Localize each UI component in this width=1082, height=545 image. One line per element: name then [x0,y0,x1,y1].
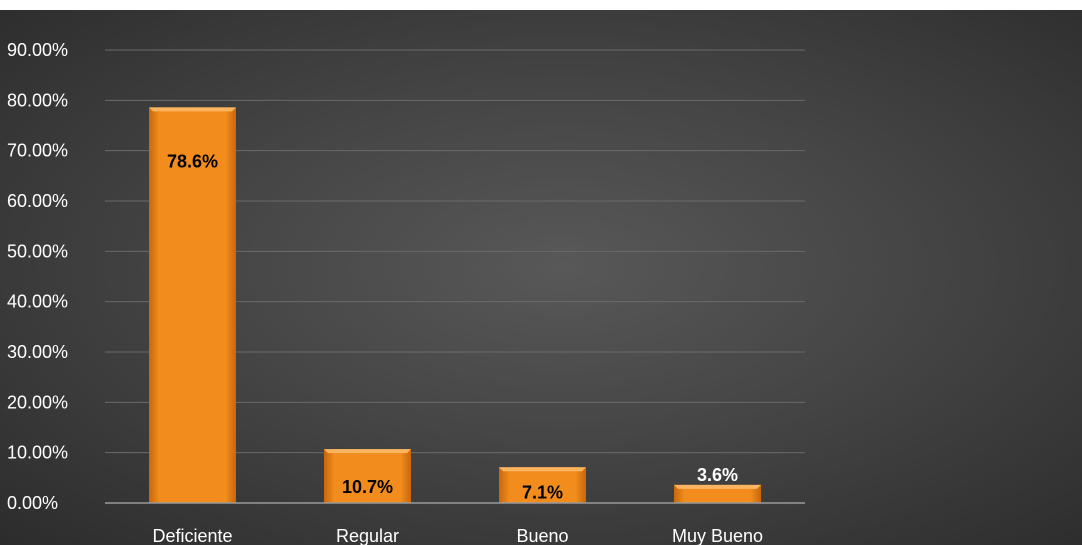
bar-bueno [499,467,586,503]
bar-body [324,449,411,503]
y-tick-label: 10.00% [7,443,68,463]
bar-body [149,107,236,503]
x-category-label: Bueno [516,526,568,545]
data-label: 7.1% [522,482,563,502]
y-tick-label: 40.00% [7,292,68,312]
chart-area: 0.00% 10.00% 20.00% 30.00% 40.00% 50.00% 60.00… [0,10,1082,545]
x-category-label: Muy Bueno [672,526,763,545]
y-tick-label: 60.00% [7,191,68,211]
bar-deficiente [149,107,236,503]
data-labels: 78.6% 10.7% 7.1% 3.6% [167,151,738,502]
bar-bevel-top [149,107,236,112]
bar-bevel-top [324,449,411,454]
y-tick-label: 0.00% [7,493,58,513]
y-tick-label: 20.00% [7,392,68,412]
x-category-label: Deficiente [152,526,232,545]
x-axis-category-labels: Deficiente Regular Bueno Muy Bueno [152,526,763,545]
bar-bevel-top [499,467,586,472]
data-label: 10.7% [342,477,393,497]
y-tick-label: 30.00% [7,342,68,362]
data-label: 78.6% [167,151,218,171]
y-tick-label: 50.00% [7,241,68,261]
bar-muy-bueno [674,484,761,503]
y-tick-label: 80.00% [7,90,68,110]
bar-body [499,467,586,503]
x-category-label: Regular [336,526,399,545]
bar-regular [324,449,411,503]
y-tick-label: 90.00% [7,40,68,60]
bars [149,107,761,503]
bar-body [674,484,761,503]
bar-bevel-top [674,484,761,489]
bar-chart: 0.00% 10.00% 20.00% 30.00% 40.00% 50.00% 60.00… [7,40,805,545]
y-tick-label: 70.00% [7,141,68,161]
data-label: 3.6% [697,465,738,485]
y-axis-tick-labels: 0.00% 10.00% 20.00% 30.00% 40.00% 50.00% 60.00… [7,40,68,513]
